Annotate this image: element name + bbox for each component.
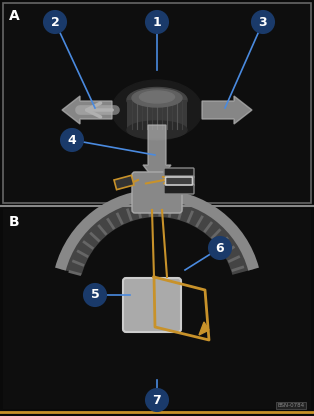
Polygon shape xyxy=(149,390,165,403)
Text: 1: 1 xyxy=(153,15,161,29)
Circle shape xyxy=(146,389,168,411)
Bar xyxy=(3,209,311,409)
FancyBboxPatch shape xyxy=(164,176,194,186)
FancyArrow shape xyxy=(62,96,112,124)
Bar xyxy=(114,175,134,190)
Text: 4: 4 xyxy=(68,134,76,146)
FancyBboxPatch shape xyxy=(164,168,194,178)
Text: 5: 5 xyxy=(91,289,99,302)
Text: 6: 6 xyxy=(216,242,224,255)
Text: A: A xyxy=(8,9,19,23)
FancyBboxPatch shape xyxy=(132,172,182,213)
FancyArrow shape xyxy=(143,125,171,183)
Ellipse shape xyxy=(127,121,187,139)
FancyBboxPatch shape xyxy=(165,177,192,185)
Circle shape xyxy=(252,11,274,33)
Text: 7: 7 xyxy=(153,394,161,406)
Circle shape xyxy=(84,284,106,306)
Text: 3: 3 xyxy=(259,15,267,29)
Polygon shape xyxy=(199,322,209,335)
Bar xyxy=(127,100,187,130)
Ellipse shape xyxy=(139,91,175,103)
Text: B: B xyxy=(9,215,19,229)
Text: 2: 2 xyxy=(51,15,59,29)
Circle shape xyxy=(209,237,231,259)
FancyArrow shape xyxy=(202,96,252,124)
Circle shape xyxy=(61,129,83,151)
Ellipse shape xyxy=(127,87,187,112)
FancyBboxPatch shape xyxy=(164,184,194,194)
Ellipse shape xyxy=(132,89,182,107)
Circle shape xyxy=(146,11,168,33)
Wedge shape xyxy=(60,195,254,275)
Ellipse shape xyxy=(112,80,202,140)
Bar xyxy=(3,3,311,203)
FancyBboxPatch shape xyxy=(123,278,181,332)
Text: BSN-0784: BSN-0784 xyxy=(278,403,305,408)
Circle shape xyxy=(44,11,66,33)
